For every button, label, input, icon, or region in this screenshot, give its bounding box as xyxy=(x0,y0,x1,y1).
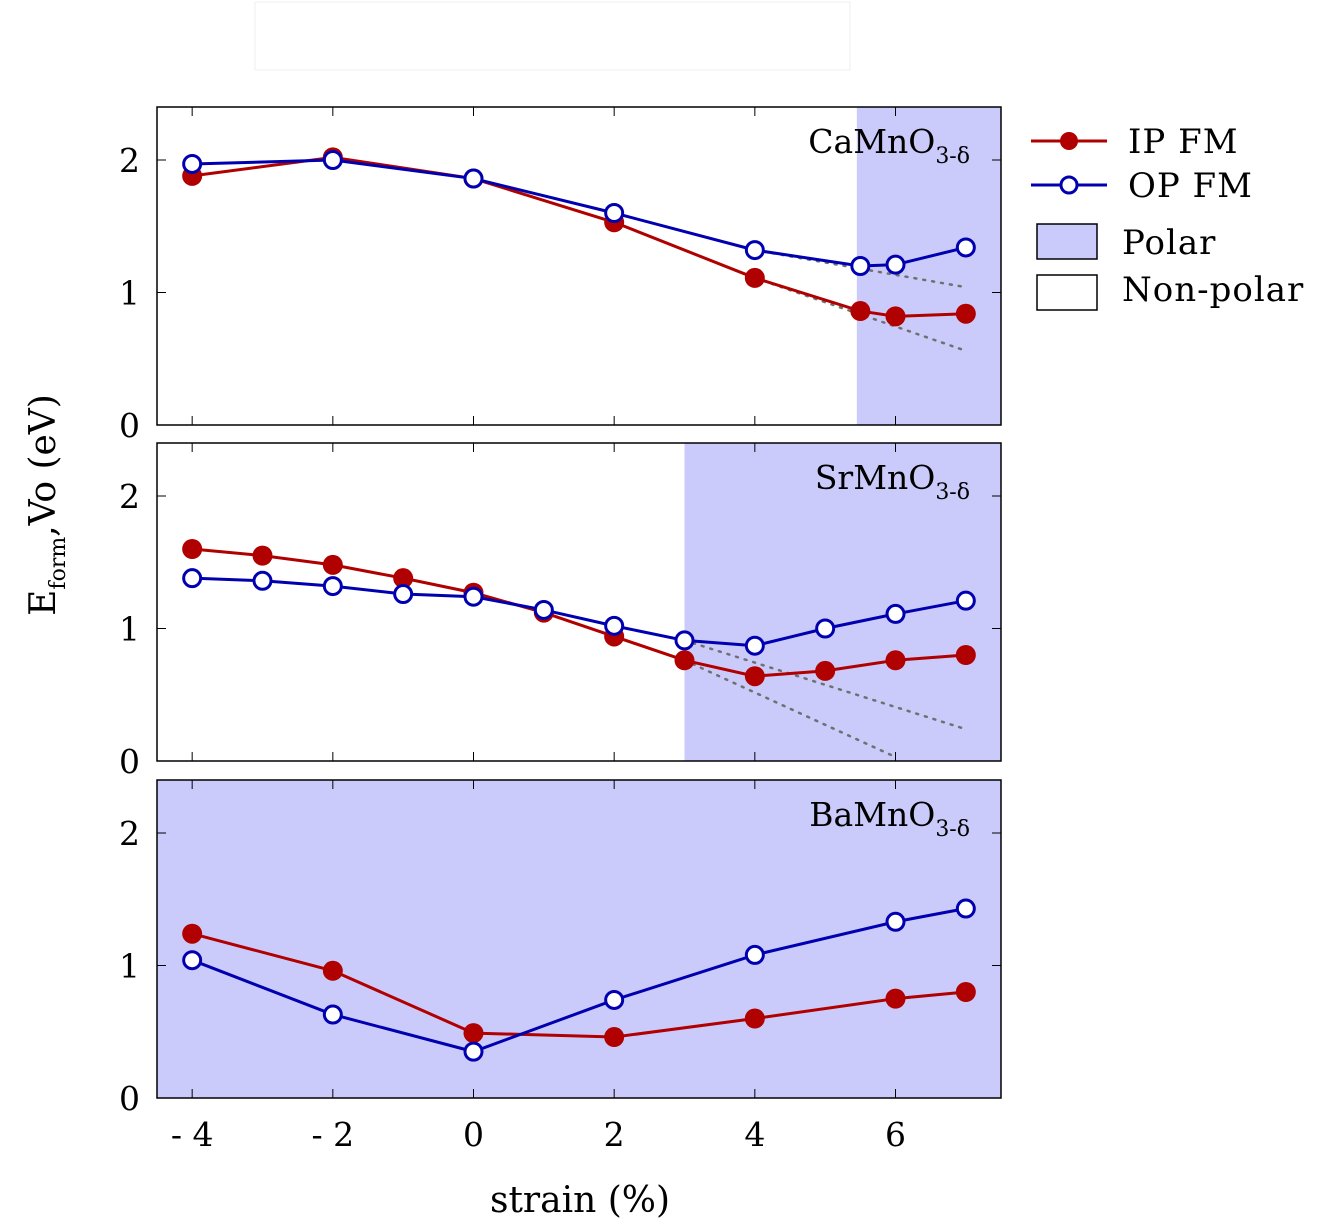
series-line-op-fm xyxy=(192,576,967,648)
data-point-op-fm xyxy=(674,630,695,651)
y-tick-label: 1 xyxy=(119,947,140,986)
data-point-ip-fm xyxy=(252,545,273,566)
data-point-ip-fm xyxy=(322,960,343,981)
data-point-op-fm xyxy=(182,950,203,971)
data-point-op-fm xyxy=(604,989,625,1010)
data-point-ip-fm xyxy=(463,1023,484,1044)
x-tick-label: 4 xyxy=(744,1115,765,1154)
polar-region xyxy=(684,443,1001,761)
x-tick-label: 0 xyxy=(463,1115,484,1154)
data-point-ip-fm xyxy=(955,982,976,1002)
data-point-op-fm xyxy=(463,1041,484,1062)
data-point-op-fm xyxy=(604,203,625,223)
series-line-ip-fm xyxy=(191,155,966,318)
legend-op-marker xyxy=(1059,175,1079,195)
y-tick-label: 1 xyxy=(119,610,140,649)
data-point-op-fm xyxy=(533,599,554,620)
data-point-op-fm xyxy=(955,590,976,611)
data-point-ip-fm xyxy=(885,306,906,327)
data-point-ip-fm xyxy=(815,660,836,681)
data-point-ip-fm xyxy=(885,650,906,671)
data-point-op-fm xyxy=(182,568,203,589)
y-tick-label: 1 xyxy=(119,274,140,313)
data-point-op-fm xyxy=(322,150,343,170)
data-point-op-fm xyxy=(744,944,765,965)
legend-nonpolar-swatch xyxy=(1036,274,1098,311)
data-point-ip-fm xyxy=(885,988,906,1009)
guide-line xyxy=(683,659,897,759)
caption-box xyxy=(254,1,851,71)
data-point-op-fm xyxy=(885,603,906,624)
series-line-op-fm xyxy=(192,158,967,268)
data-point-ip-fm xyxy=(393,568,414,589)
data-point-ip-fm xyxy=(322,554,343,575)
guide-line xyxy=(683,639,968,731)
data-point-ip-fm xyxy=(955,645,976,665)
x-tick-label: 6 xyxy=(885,1115,906,1154)
data-point-op-fm xyxy=(744,635,765,656)
y-tick-label: 2 xyxy=(119,814,140,853)
data-point-op-fm xyxy=(815,618,836,639)
data-point-op-fm xyxy=(252,570,273,591)
data-point-op-fm xyxy=(744,240,765,261)
data-point-op-fm xyxy=(463,168,484,189)
plot-frame xyxy=(156,442,1002,762)
data-point-ip-fm xyxy=(744,267,765,288)
data-point-op-fm xyxy=(322,1004,343,1025)
legend: IP FM OP FM Polar Non-polar xyxy=(1031,122,1304,311)
panel-label: BaMnO3-δ xyxy=(809,795,970,842)
data-point-ip-fm xyxy=(182,539,203,559)
data-point-op-fm xyxy=(850,256,871,276)
data-point-ip-fm xyxy=(955,303,976,324)
polar-region xyxy=(157,780,1001,1098)
y-tick-label: 0 xyxy=(119,1079,140,1118)
data-point-op-fm xyxy=(182,153,203,174)
legend-ip-label: IP FM xyxy=(1128,122,1239,162)
legend-polar-swatch xyxy=(1036,223,1098,260)
series-line-ip-fm xyxy=(192,547,966,678)
x-tick-label: - 4 xyxy=(171,1115,214,1154)
data-point-op-fm xyxy=(885,254,906,275)
y-axis-label: Eform,Vo (eV) xyxy=(23,394,71,616)
legend-nonpolar-label: Non-polar xyxy=(1122,270,1304,310)
panel-label: SrMnO3-δ xyxy=(815,458,970,505)
panel-3: 0 1 2 BaMnO3-δ - 4 - 2 0 2 4 6 xyxy=(119,779,1002,1154)
panel-label: CaMnO3-δ xyxy=(808,122,970,169)
x-tick-label: - 2 xyxy=(312,1115,355,1154)
plot-frame xyxy=(156,106,1002,426)
legend-op-label: OP FM xyxy=(1128,166,1253,206)
data-point-ip-fm xyxy=(744,666,765,687)
y-tick-label: 2 xyxy=(119,477,140,516)
y-tick-label: 0 xyxy=(119,406,140,445)
data-point-op-fm xyxy=(885,911,906,932)
data-point-op-fm xyxy=(604,615,625,636)
data-point-ip-fm xyxy=(182,923,203,944)
data-point-op-fm xyxy=(955,237,976,258)
x-tick-label: 2 xyxy=(604,1115,625,1154)
y-tick-label: 2 xyxy=(119,141,140,180)
plot-frame xyxy=(156,779,1002,1099)
data-point-ip-fm xyxy=(674,650,695,671)
panel-1: 0 1 2 CaMnO3-δ xyxy=(119,106,1002,445)
legend-ip-marker xyxy=(1060,132,1078,150)
data-point-ip-fm xyxy=(850,301,871,322)
data-point-ip-fm xyxy=(744,1008,765,1029)
panel-2: 0 1 2 SrMnO3-δ xyxy=(119,442,1002,781)
data-point-op-fm xyxy=(322,576,343,597)
data-point-ip-fm xyxy=(604,1027,625,1048)
data-point-op-fm xyxy=(393,584,414,605)
data-point-op-fm xyxy=(955,898,976,919)
y-tick-label: 0 xyxy=(119,742,140,781)
legend-polar-label: Polar xyxy=(1122,223,1216,263)
x-axis-label: strain (%) xyxy=(490,1180,670,1221)
data-point-op-fm xyxy=(463,586,484,607)
